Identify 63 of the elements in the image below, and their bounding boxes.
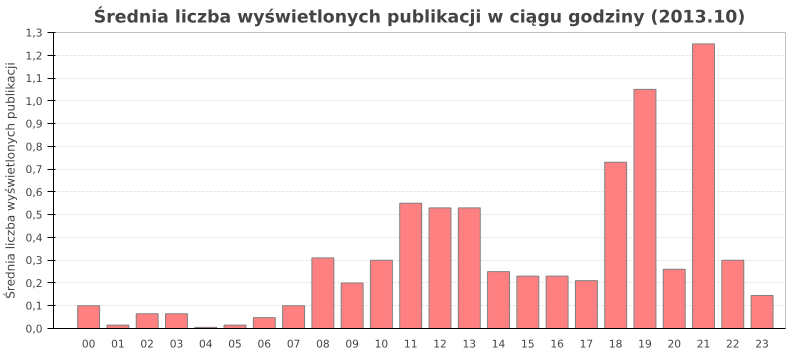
bar: [311, 257, 334, 328]
y-tick-label: 0,6: [26, 186, 43, 199]
bar: [721, 260, 744, 328]
bar: [77, 305, 100, 328]
x-tick-label: 02: [140, 338, 154, 350]
bar: [458, 207, 481, 328]
bar: [574, 280, 598, 328]
x-tick-label: 21: [696, 338, 710, 350]
x-tick-label: 16: [550, 338, 564, 350]
x-tick-label: 07: [286, 338, 300, 350]
x-tick-label: 13: [462, 338, 476, 350]
y-tick-label: 1,3: [26, 26, 43, 40]
bar: [750, 294, 774, 328]
x-tick-label: 04: [198, 338, 213, 350]
x-tick-label: 12: [433, 338, 447, 350]
chart-title: Średnia liczba wyświetlonych publikacji w ciągu godziny (2013.10): [94, 6, 746, 28]
y-tick-label: 0,0: [26, 322, 43, 336]
y-tick-label: 0,4: [26, 231, 43, 244]
x-tick-label: 11: [404, 338, 418, 350]
x-tick-label: 18: [608, 338, 623, 350]
bar: [662, 268, 686, 328]
bar: [428, 207, 452, 328]
bar: [399, 202, 422, 328]
x-tick-label: 14: [492, 338, 506, 350]
bar: [164, 313, 188, 328]
x-tick-label: 09: [345, 338, 360, 350]
y-tick-label: 0,2: [26, 276, 43, 290]
y-tick-label: 0,3: [26, 254, 43, 268]
x-tick-label: 17: [580, 338, 594, 350]
x-tick-label: 15: [521, 338, 535, 350]
x-tick-label: 03: [170, 338, 184, 350]
x-tick-label: 10: [374, 338, 388, 350]
x-tick-label: 19: [638, 338, 652, 350]
y-tick-label: 0,9: [26, 118, 43, 131]
bar: [136, 313, 159, 328]
y-tick-label: 0,8: [26, 140, 43, 154]
y-tick-label: 0,1: [26, 300, 43, 313]
x-tick-label: 22: [726, 338, 740, 350]
bar: [282, 305, 306, 328]
x-tick-label: 20: [667, 338, 682, 350]
y-tick-label: 1,0: [26, 94, 43, 108]
y-tick-label: 1,2: [26, 49, 43, 62]
bar: [252, 317, 276, 328]
y-tick-label: 0,5: [26, 208, 43, 222]
y-axis-title: Średnia liczba wyświetlonych publikacji: [2, 62, 18, 299]
bar: [106, 324, 130, 328]
bar: [224, 324, 247, 328]
x-tick-label: 01: [111, 338, 125, 350]
bar: [604, 162, 628, 328]
y-tick-label: 0,7: [26, 163, 43, 176]
bar: [516, 276, 540, 328]
x-tick-label: 05: [228, 338, 242, 350]
x-tick-label: 06: [258, 338, 272, 350]
x-tick-label: 00: [82, 338, 96, 350]
bar: [546, 276, 569, 328]
x-tick-label: 08: [316, 338, 330, 350]
bar: [633, 88, 656, 328]
bar: [340, 282, 364, 328]
y-tick-label: 1,1: [26, 72, 43, 86]
bar: [487, 271, 510, 328]
bar: [370, 260, 393, 328]
bar: [692, 43, 715, 328]
x-tick-label: 23: [755, 338, 769, 350]
